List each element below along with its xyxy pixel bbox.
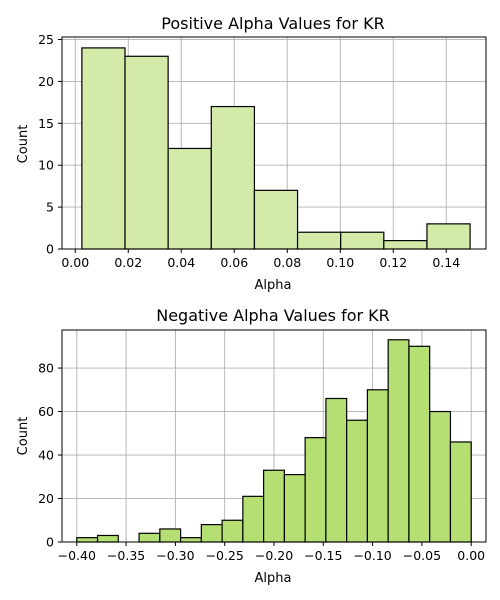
x-tick-label: −0.35 <box>107 548 145 563</box>
histogram-bar <box>429 410 452 543</box>
y-tick-label: 5 <box>46 200 54 215</box>
histogram-bar <box>408 345 431 543</box>
histogram-bar <box>304 437 327 543</box>
y-axis-label: Count <box>16 125 31 164</box>
x-tick-label: −0.30 <box>156 548 194 563</box>
y-tick-label: 20 <box>38 74 54 89</box>
histogram-bar <box>387 339 410 543</box>
histogram-bar <box>179 537 202 543</box>
histogram-bar <box>283 473 306 543</box>
histogram-bar <box>383 240 428 250</box>
ticks: 0.00 0.02 0.04 0.06 0.08 0.10 0.12 0.14 0 5 10 15 20… <box>38 32 460 270</box>
x-tick-label: 0.08 <box>273 255 301 270</box>
histogram-bar <box>138 532 161 543</box>
histogram-bar <box>76 537 99 543</box>
x-tick-label: 0.00 <box>457 548 485 563</box>
y-tick-label: 60 <box>38 404 54 419</box>
y-tick-label: 80 <box>38 361 54 376</box>
x-tick-label: 0.02 <box>114 255 142 270</box>
plot-frame <box>61 329 487 543</box>
x-tick-label: 0.14 <box>432 255 460 270</box>
histogram-bar <box>210 105 256 250</box>
histogram-bar <box>167 147 212 250</box>
histogram-bar <box>253 189 299 250</box>
histogram-bar <box>263 469 285 543</box>
bars <box>81 47 471 250</box>
x-tick-label: 0.06 <box>220 255 248 270</box>
negative-alpha-histogram: Negative Alpha Values for KR Alpha Count… <box>16 306 487 586</box>
y-tick-label: 0 <box>46 535 54 550</box>
histogram-bar <box>242 495 265 543</box>
histogram-bar <box>124 55 169 250</box>
x-tick-label: 0.10 <box>326 255 354 270</box>
histogram-bar <box>346 419 369 543</box>
x-axis-label: Alpha <box>255 571 292 586</box>
histogram-bar <box>426 223 471 250</box>
x-tick-label: 0.04 <box>167 255 195 270</box>
x-tick-label: −0.25 <box>206 548 244 563</box>
x-axis-label: Alpha <box>255 278 292 293</box>
x-tick-label: −0.10 <box>353 548 391 563</box>
bars <box>76 339 472 543</box>
histogram-bar <box>159 528 182 543</box>
x-tick-label: −0.15 <box>304 548 342 563</box>
x-tick-label: −0.40 <box>58 548 96 563</box>
histogram-bar <box>96 534 119 543</box>
chart-title: Positive Alpha Values for KR <box>161 14 384 33</box>
x-tick-label: 0.00 <box>61 255 89 270</box>
y-tick-label: 0 <box>46 242 54 257</box>
histogram-bar <box>81 47 126 250</box>
plot-frame <box>61 36 487 250</box>
y-tick-label: 10 <box>38 158 54 173</box>
x-tick-label: 0.12 <box>379 255 407 270</box>
chart-title: Negative Alpha Values for KR <box>156 306 390 325</box>
y-tick-label: 40 <box>38 448 54 463</box>
ticks: −0.40 −0.35 −0.30 −0.25 −0.20 −0.15 −0.10 −0.05… <box>38 361 485 563</box>
histogram-bar <box>340 231 385 250</box>
histogram-bar <box>296 231 342 250</box>
positive-alpha-histogram: Positive Alpha Values for KR Alpha Count… <box>16 14 487 293</box>
y-axis-label: Count <box>16 417 31 456</box>
histogram-bar <box>366 389 389 543</box>
x-tick-label: −0.05 <box>403 548 441 563</box>
histogram-bar <box>449 441 472 543</box>
histogram-bar <box>200 524 223 543</box>
histogram-bar <box>221 519 244 543</box>
histogram-bar <box>325 397 348 543</box>
x-tick-label: −0.20 <box>255 548 293 563</box>
y-tick-label: 25 <box>38 32 54 47</box>
y-tick-label: 20 <box>38 491 54 506</box>
y-tick-label: 15 <box>38 116 54 131</box>
